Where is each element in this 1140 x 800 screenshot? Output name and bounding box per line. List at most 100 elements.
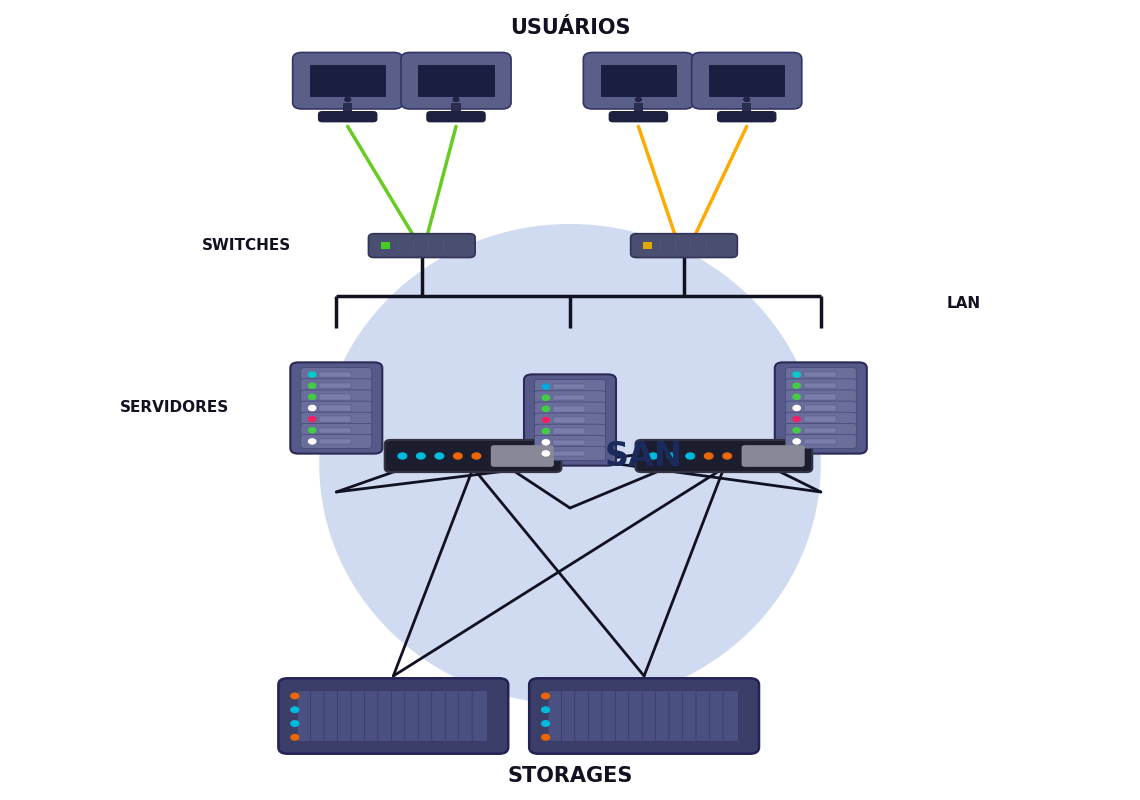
FancyBboxPatch shape <box>278 678 508 754</box>
FancyBboxPatch shape <box>301 412 372 426</box>
Bar <box>381 242 390 249</box>
Circle shape <box>309 439 316 444</box>
Bar <box>553 384 585 390</box>
FancyBboxPatch shape <box>742 445 805 467</box>
FancyBboxPatch shape <box>301 390 372 404</box>
Bar <box>418 65 494 97</box>
FancyBboxPatch shape <box>535 424 605 438</box>
Bar <box>804 394 836 399</box>
FancyBboxPatch shape <box>692 53 801 109</box>
Bar <box>804 417 836 422</box>
FancyBboxPatch shape <box>324 690 340 742</box>
FancyBboxPatch shape <box>785 434 856 448</box>
FancyBboxPatch shape <box>337 690 353 742</box>
Circle shape <box>723 453 732 459</box>
Bar <box>634 102 643 114</box>
Circle shape <box>542 707 549 713</box>
Bar <box>553 395 585 401</box>
FancyBboxPatch shape <box>630 234 738 258</box>
FancyBboxPatch shape <box>636 440 812 472</box>
Bar <box>451 102 461 114</box>
Text: USUÁRIOS: USUÁRIOS <box>510 18 630 38</box>
Circle shape <box>543 418 549 422</box>
FancyBboxPatch shape <box>669 690 685 742</box>
Circle shape <box>309 383 316 388</box>
FancyBboxPatch shape <box>491 445 554 467</box>
FancyBboxPatch shape <box>391 690 407 742</box>
Bar <box>319 427 351 433</box>
Bar <box>553 429 585 434</box>
FancyBboxPatch shape <box>548 690 563 742</box>
FancyBboxPatch shape <box>602 690 618 742</box>
Bar <box>553 450 585 456</box>
Bar <box>319 372 351 378</box>
Circle shape <box>309 417 316 422</box>
FancyBboxPatch shape <box>785 423 856 437</box>
FancyBboxPatch shape <box>785 390 856 404</box>
Circle shape <box>543 406 549 411</box>
FancyBboxPatch shape <box>535 446 605 460</box>
Circle shape <box>686 453 694 459</box>
Circle shape <box>793 428 800 433</box>
FancyBboxPatch shape <box>535 380 605 394</box>
Circle shape <box>743 98 750 102</box>
FancyBboxPatch shape <box>458 690 474 742</box>
FancyBboxPatch shape <box>405 690 421 742</box>
Circle shape <box>705 453 712 459</box>
Circle shape <box>543 440 549 445</box>
FancyBboxPatch shape <box>291 362 382 454</box>
FancyBboxPatch shape <box>785 401 856 415</box>
Ellipse shape <box>319 224 821 704</box>
FancyBboxPatch shape <box>351 690 367 742</box>
Circle shape <box>635 98 642 102</box>
FancyBboxPatch shape <box>609 111 668 122</box>
FancyBboxPatch shape <box>524 374 616 466</box>
FancyBboxPatch shape <box>365 690 380 742</box>
FancyBboxPatch shape <box>318 111 377 122</box>
Text: SERVIDORES: SERVIDORES <box>120 401 229 415</box>
FancyBboxPatch shape <box>588 690 604 742</box>
Bar <box>742 102 751 114</box>
Circle shape <box>793 383 800 388</box>
Bar <box>319 438 351 444</box>
FancyBboxPatch shape <box>628 690 644 742</box>
Bar <box>804 383 836 389</box>
Circle shape <box>291 693 299 698</box>
Bar <box>709 65 784 97</box>
FancyBboxPatch shape <box>535 402 605 416</box>
FancyBboxPatch shape <box>301 401 372 415</box>
Circle shape <box>416 453 425 459</box>
Circle shape <box>649 453 658 459</box>
Circle shape <box>793 394 800 399</box>
Circle shape <box>543 451 549 456</box>
Bar <box>553 406 585 411</box>
Bar <box>553 418 585 422</box>
FancyBboxPatch shape <box>785 379 856 393</box>
Circle shape <box>291 721 299 726</box>
Circle shape <box>453 98 459 102</box>
Bar <box>804 427 836 433</box>
FancyBboxPatch shape <box>298 690 312 742</box>
FancyBboxPatch shape <box>384 440 562 472</box>
Circle shape <box>309 428 316 433</box>
FancyBboxPatch shape <box>368 234 475 258</box>
Circle shape <box>309 406 316 410</box>
Circle shape <box>793 439 800 444</box>
FancyBboxPatch shape <box>584 53 693 109</box>
Circle shape <box>344 98 351 102</box>
Circle shape <box>793 372 800 377</box>
FancyBboxPatch shape <box>432 690 447 742</box>
Bar <box>319 383 351 389</box>
FancyBboxPatch shape <box>717 111 776 122</box>
FancyBboxPatch shape <box>535 391 605 405</box>
FancyBboxPatch shape <box>697 690 711 742</box>
FancyBboxPatch shape <box>575 690 591 742</box>
Bar <box>553 439 585 445</box>
Circle shape <box>667 453 676 459</box>
FancyBboxPatch shape <box>616 690 630 742</box>
FancyBboxPatch shape <box>535 413 605 427</box>
FancyBboxPatch shape <box>418 690 434 742</box>
Bar <box>804 372 836 378</box>
Circle shape <box>309 394 316 399</box>
FancyBboxPatch shape <box>723 690 739 742</box>
